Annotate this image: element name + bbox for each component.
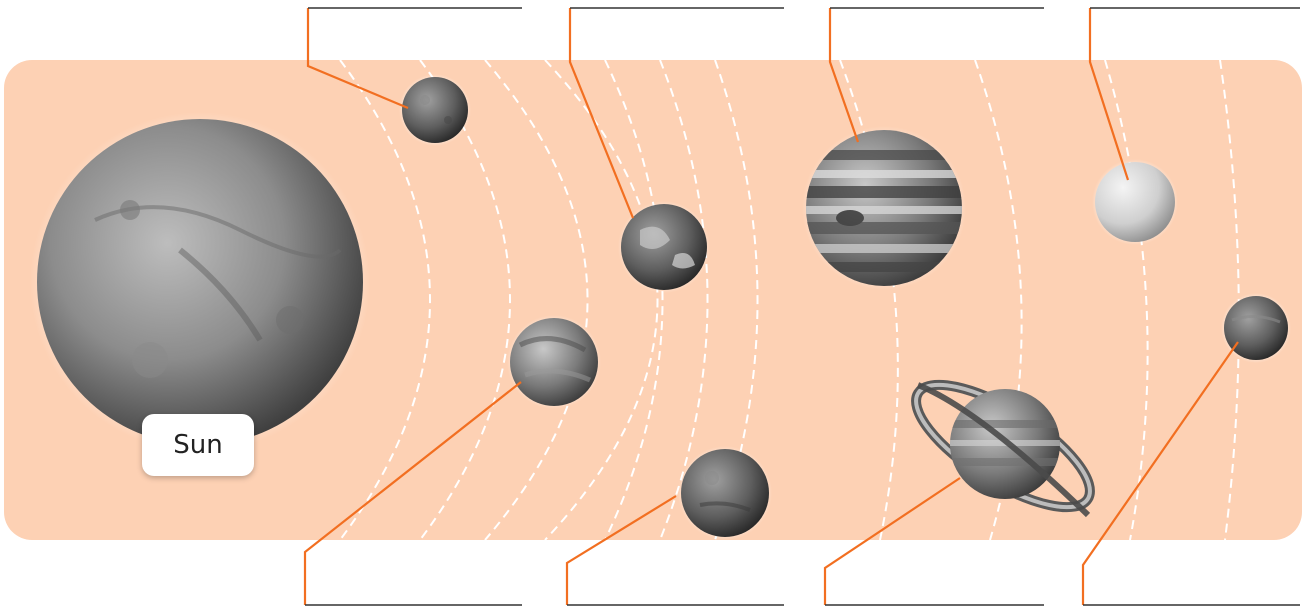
sun-icon — [37, 119, 363, 445]
answer-blanks — [305, 7, 1300, 606]
planet-1-icon — [399, 74, 471, 146]
planet-3-icon — [618, 201, 710, 293]
planet-5-icon — [802, 126, 966, 290]
planet-6-ringed-icon — [911, 379, 1095, 518]
planet-7-icon — [1092, 159, 1178, 245]
planet-8-icon — [1221, 293, 1291, 363]
orbit-paths — [339, 59, 1240, 541]
planet-4-icon — [678, 446, 772, 540]
sun-label: Sun — [142, 414, 254, 476]
planet-2-icon — [507, 315, 601, 409]
leader-lines — [303, 8, 1239, 605]
